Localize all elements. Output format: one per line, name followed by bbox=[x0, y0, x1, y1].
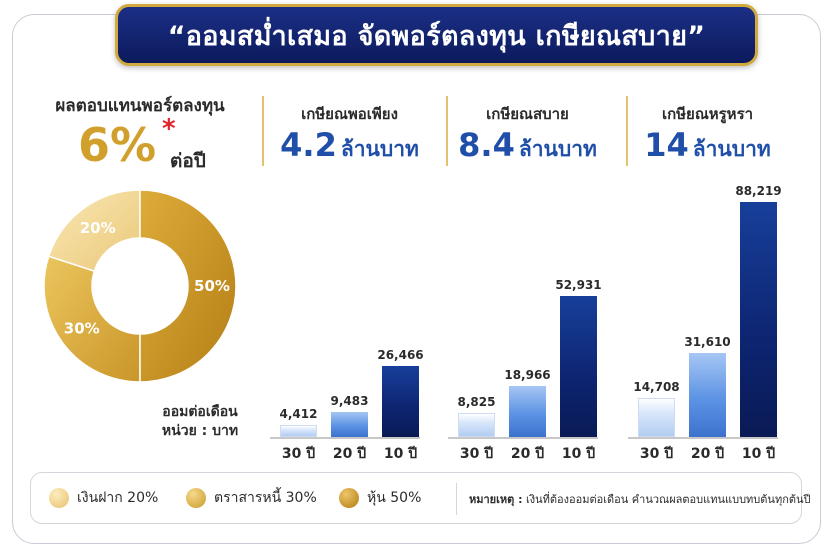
bar-comfortable-30y bbox=[458, 413, 495, 437]
footnote: หมายเหตุ : เงินที่ต้องออมต่อเดือน คำนวณผ… bbox=[469, 490, 811, 508]
baseline-sufficient bbox=[270, 437, 420, 439]
goal-amount-number-comfortable: 8.4 bbox=[458, 126, 515, 164]
legend-label-stock: หุ้น 50% bbox=[367, 490, 422, 506]
goal-amount-unit-comfortable: ล้านบาท bbox=[518, 137, 597, 161]
return-title: ผลตอบแทนพอร์ตลงทุน bbox=[55, 96, 225, 116]
bar-value-sufficient-20y: 9,483 bbox=[330, 393, 369, 408]
donut-slice-bond bbox=[43, 255, 141, 383]
legend-item-deposit: เงินฝาก 20% bbox=[49, 487, 158, 509]
monthly-saving-label: ออมต่อเดือน หน่วย : บาท bbox=[140, 403, 260, 441]
bar-category-comfortable-20y: 20 ปี bbox=[510, 446, 545, 462]
bar-category-sufficient-20y: 20 ปี bbox=[332, 446, 367, 462]
bar-luxury-30y bbox=[638, 397, 675, 437]
bar-comfortable-20y bbox=[509, 386, 546, 437]
goal-label-comfortable: เกษียณสบาย bbox=[486, 105, 569, 123]
note-label: หมายเหตุ : bbox=[469, 493, 523, 506]
note-text: เงินที่ต้องออมต่อเดือน คำนวณผลตอบแทนแบบท… bbox=[526, 493, 811, 506]
bar-sufficient-10y bbox=[382, 366, 419, 437]
goal-amount-unit-sufficient: ล้านบาท bbox=[340, 137, 419, 161]
bar-value-comfortable-20y: 18,966 bbox=[504, 368, 551, 383]
stock-dot-icon bbox=[339, 488, 359, 508]
baseline-luxury bbox=[628, 437, 778, 439]
legend-label-bond: ตราสารหนี้ 30% bbox=[214, 490, 317, 506]
goal-divider-sufficient bbox=[262, 96, 264, 166]
goal-divider-comfortable bbox=[446, 96, 448, 166]
donut-slice-stock bbox=[139, 189, 237, 383]
return-rate: 6% bbox=[78, 118, 157, 172]
goal-divider-luxury bbox=[626, 96, 628, 166]
legend-divider bbox=[456, 483, 457, 515]
goal-amount-unit-luxury: ล้านบาท bbox=[692, 137, 771, 161]
bar-value-sufficient-30y: 4,412 bbox=[279, 407, 318, 422]
donut-label-bond: 30% bbox=[64, 319, 100, 337]
infographic-frame bbox=[12, 14, 821, 544]
footnote-asterisk: * bbox=[162, 114, 176, 144]
bar-sufficient-20y bbox=[331, 411, 368, 437]
bar-value-luxury-30y: 14,708 bbox=[633, 379, 680, 394]
goal-label-luxury: เกษียณหรูหรา bbox=[661, 105, 754, 123]
bar-category-comfortable-30y: 30 ปี bbox=[459, 446, 494, 462]
bar-value-comfortable-10y: 52,931 bbox=[555, 278, 602, 292]
legend-box: เงินฝาก 20% ตราสารหนี้ 30% หุ้น 50% หมาย… bbox=[30, 472, 811, 524]
goal-amount-number-sufficient: 4.2 bbox=[280, 126, 337, 164]
deposit-dot-icon bbox=[49, 488, 69, 508]
bar-value-comfortable-30y: 8,825 bbox=[457, 395, 496, 410]
goal-amount-comfortable: 8.4 ล้านบาท bbox=[433, 126, 623, 166]
bar-category-luxury-30y: 30 ปี bbox=[639, 446, 674, 462]
goal-amount-sufficient: 4.2 ล้านบาท bbox=[255, 126, 445, 166]
bar-sufficient-30y bbox=[280, 425, 317, 437]
legend-item-stock: หุ้น 50% bbox=[339, 487, 421, 509]
baseline-comfortable bbox=[448, 437, 598, 439]
donut-label-stock: 50% bbox=[194, 277, 230, 295]
bar-luxury-10y bbox=[740, 202, 777, 437]
bar-value-luxury-20y: 31,610 bbox=[684, 334, 731, 349]
goal-amount-luxury: 14 ล้านบาท bbox=[613, 126, 803, 166]
bar-luxury-20y bbox=[689, 352, 726, 437]
bar-category-sufficient-10y: 10 ปี bbox=[383, 446, 418, 462]
title-banner: “ออมสม่ำเสมอ จัดพอร์ตลงทุน เกษียณสบาย” bbox=[115, 4, 758, 66]
page-title: “ออมสม่ำเสมอ จัดพอร์ตลงทุน เกษียณสบาย” bbox=[167, 20, 706, 52]
goal-label-sufficient: เกษียณพอเพียง bbox=[301, 105, 398, 123]
legend-label-deposit: เงินฝาก 20% bbox=[77, 490, 159, 506]
bar-category-luxury-20y: 20 ปี bbox=[690, 446, 725, 462]
goal-amount-number-luxury: 14 bbox=[644, 126, 689, 164]
bar-category-luxury-10y: 10 ปี bbox=[741, 446, 776, 462]
monthly-label: ออมต่อเดือน bbox=[162, 404, 238, 420]
bar-value-sufficient-10y: 26,466 bbox=[377, 348, 424, 363]
allocation-donut-chart: 20% 30% 50% bbox=[43, 189, 237, 383]
legend-item-bond: ตราสารหนี้ 30% bbox=[186, 487, 317, 509]
bar-value-luxury-10y: 88,219 bbox=[735, 184, 782, 198]
bar-category-sufficient-30y: 30 ปี bbox=[281, 446, 316, 462]
donut-label-deposit: 20% bbox=[80, 219, 116, 237]
bond-dot-icon bbox=[186, 488, 206, 508]
unit-label: หน่วย : บาท bbox=[161, 423, 239, 439]
bar-comfortable-10y bbox=[560, 296, 597, 437]
return-per-year: ต่อปี bbox=[170, 150, 206, 172]
bar-category-comfortable-10y: 10 ปี bbox=[561, 446, 596, 462]
